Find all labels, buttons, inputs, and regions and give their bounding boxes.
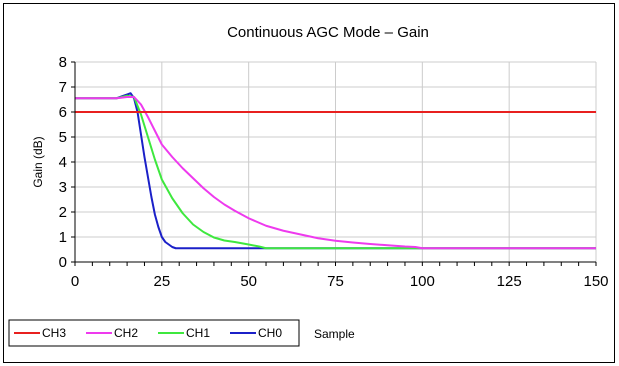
y-tick-label: 0 [59, 254, 67, 271]
series-line-ch2 [75, 96, 596, 250]
legend-label-ch0: CH0 [258, 326, 282, 340]
chart-title: Continuous AGC Mode – Gain [227, 24, 429, 41]
y-tick-label: 1 [59, 229, 67, 246]
legend-label-ch3: CH3 [42, 326, 66, 340]
series-line-ch0 [75, 92, 596, 250]
y-tick-label: 4 [59, 154, 67, 171]
x-tick-label: 50 [240, 273, 257, 290]
y-tick-label: 5 [59, 129, 67, 146]
y-tick-label: 8 [59, 54, 67, 71]
x-tick-label: 75 [327, 273, 344, 290]
x-tick-label: 125 [497, 273, 522, 290]
legend-label-ch1: CH1 [186, 326, 210, 340]
series-lines [75, 92, 596, 250]
legend-label-ch2: CH2 [114, 326, 138, 340]
y-tick-labels: 0 1 2 3 4 5 6 7 8 [59, 54, 67, 271]
x-tick-labels: 0 25 50 75 100 125 150 [71, 273, 609, 290]
y-axis-title: Gain (dB) [31, 136, 45, 187]
x-minor-ticks [71, 61, 597, 266]
y-tick-label: 7 [59, 79, 67, 96]
x-tick-label: 0 [71, 273, 79, 290]
x-axis-title: Sample [314, 327, 355, 341]
legend: CH3 CH2 CH1 CH0 [8, 319, 300, 347]
x-tick-label: 150 [583, 273, 608, 290]
y-tick-label: 2 [59, 204, 67, 221]
x-tick-label: 100 [410, 273, 435, 290]
y-tick-label: 3 [59, 179, 67, 196]
y-tick-label: 6 [59, 104, 67, 121]
x-tick-label: 25 [153, 273, 170, 290]
